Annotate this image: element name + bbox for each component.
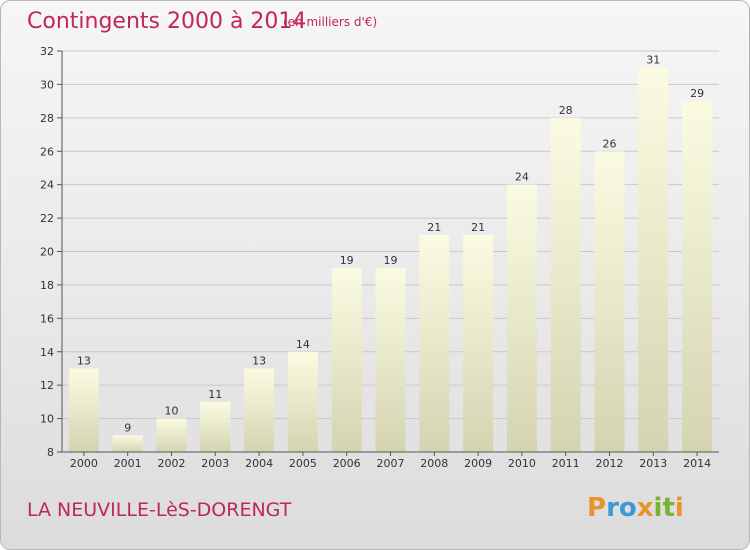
y-tick-label: 12 xyxy=(40,379,54,392)
bar xyxy=(419,234,450,452)
bar xyxy=(638,67,669,452)
data-label: 21 xyxy=(471,221,485,234)
x-tick-label: 2004 xyxy=(245,457,273,470)
brand-letter: P xyxy=(587,493,606,523)
y-tick-label: 20 xyxy=(40,246,54,259)
bar xyxy=(156,418,187,452)
y-tick-label: 26 xyxy=(40,145,54,158)
bar xyxy=(594,151,625,452)
location-label: LA NEUVILLE-LèS-DORENGT xyxy=(27,499,292,521)
x-tick-label: 2011 xyxy=(552,457,580,470)
x-tick-label: 2000 xyxy=(70,457,98,470)
brand-letter: i xyxy=(675,493,684,523)
bar xyxy=(506,184,537,452)
y-tick-label: 16 xyxy=(40,312,54,325)
x-tick-label: 2010 xyxy=(508,457,536,470)
data-label: 13 xyxy=(77,354,91,367)
x-tick-label: 2009 xyxy=(464,457,492,470)
x-tick-label: 2002 xyxy=(158,457,186,470)
chart-title: Contingents 2000 à 2014 xyxy=(27,9,306,34)
x-tick-label: 2007 xyxy=(377,457,405,470)
brand-letter: t xyxy=(662,493,674,523)
x-tick-label: 2005 xyxy=(289,457,317,470)
x-tick-label: 2006 xyxy=(333,457,361,470)
data-label: 21 xyxy=(427,221,441,234)
bar xyxy=(682,101,713,452)
y-tick-label: 8 xyxy=(47,446,54,459)
chart-unit: (en milliers d'€) xyxy=(283,15,377,29)
y-tick-label: 24 xyxy=(40,179,54,192)
x-tick-label: 2014 xyxy=(683,457,711,470)
y-tick-label: 18 xyxy=(40,279,54,292)
data-label: 10 xyxy=(165,405,179,418)
bar xyxy=(331,268,362,452)
data-label: 24 xyxy=(515,171,529,184)
bar xyxy=(200,401,231,452)
y-tick-label: 30 xyxy=(40,78,54,91)
brand-letter: r xyxy=(606,493,619,523)
y-tick-label: 10 xyxy=(40,413,54,426)
bar xyxy=(287,351,318,452)
y-tick-label: 32 xyxy=(40,45,54,58)
bar xyxy=(68,368,99,452)
x-tick-label: 2003 xyxy=(201,457,229,470)
data-label: 19 xyxy=(340,254,354,267)
x-tick-label: 2013 xyxy=(639,457,667,470)
data-label: 13 xyxy=(252,354,266,367)
labels: 8 10 12 14 16 18 20 22 24 26 28 30 32 13 2000 9 2001 10 20… xyxy=(40,45,711,470)
bars xyxy=(68,67,713,452)
data-label: 11 xyxy=(208,388,222,401)
bar xyxy=(244,368,275,452)
data-label: 14 xyxy=(296,338,310,351)
data-label: 19 xyxy=(384,254,398,267)
bar xyxy=(112,435,143,452)
data-label: 9 xyxy=(124,421,131,434)
x-tick-label: 2012 xyxy=(596,457,624,470)
bar xyxy=(550,117,581,452)
data-label: 29 xyxy=(690,87,704,100)
y-tick-label: 14 xyxy=(40,346,54,359)
brand-letter: x xyxy=(637,493,654,523)
data-label: 31 xyxy=(646,54,660,67)
data-label: 26 xyxy=(603,137,617,150)
data-label: 28 xyxy=(559,104,573,117)
x-tick-label: 2001 xyxy=(114,457,142,470)
x-tick-label: 2008 xyxy=(420,457,448,470)
brand-logo: Proxiti xyxy=(587,493,684,523)
brand-letter: i xyxy=(654,493,663,523)
axes xyxy=(57,50,719,456)
bar xyxy=(375,268,406,452)
y-tick-label: 28 xyxy=(40,112,54,125)
y-tick-label: 22 xyxy=(40,212,54,225)
bar xyxy=(463,234,494,452)
brand-letter: o xyxy=(619,493,637,523)
